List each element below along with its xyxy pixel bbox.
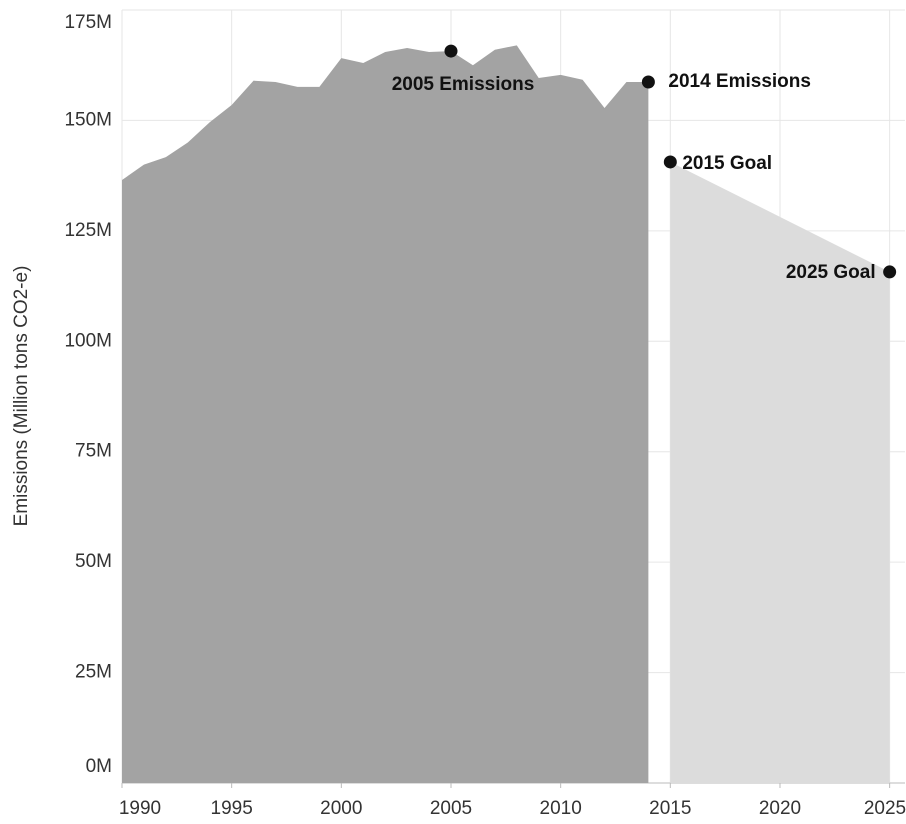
x-tick-label: 1990 [119,798,161,819]
annotation-point [444,44,458,58]
x-tick-label: 1995 [211,798,253,819]
y-tick-label: 50M [75,551,112,572]
y-tick-label: 25M [75,662,112,683]
x-tick-label: 2000 [320,798,362,819]
annotation-point [641,75,655,89]
areas [122,45,890,783]
annotation-point [663,155,677,169]
area [122,45,649,783]
annotation-label: 2025 Goal [786,262,876,283]
x-tick-label: 2015 [649,798,691,819]
x-tick-label: 2020 [759,798,801,819]
y-axis-label: Emissions (Million tons CO2-e) [11,266,32,527]
annotation-point [883,265,897,279]
annotations: 2005 Emissions 2014 Emissions 2015 Goal 202… [392,44,897,283]
x-tick-label: 2005 [430,798,472,819]
y-tick-label: 150M [64,109,112,130]
y-tick-label: 175M [64,12,112,33]
annotation-label: 2014 Emissions [668,71,811,92]
annotation-label: 2005 Emissions [392,74,535,95]
area [670,161,890,783]
y-tick-label: 100M [64,330,112,351]
y-tick-label: 0M [86,756,112,777]
x-tick-label: 2025 [864,798,906,819]
y-tick-label: 75M [75,441,112,462]
x-tick-label: 2010 [540,798,582,819]
y-tick-label: 125M [64,220,112,241]
annotation-label: 2015 Goal [682,153,772,174]
